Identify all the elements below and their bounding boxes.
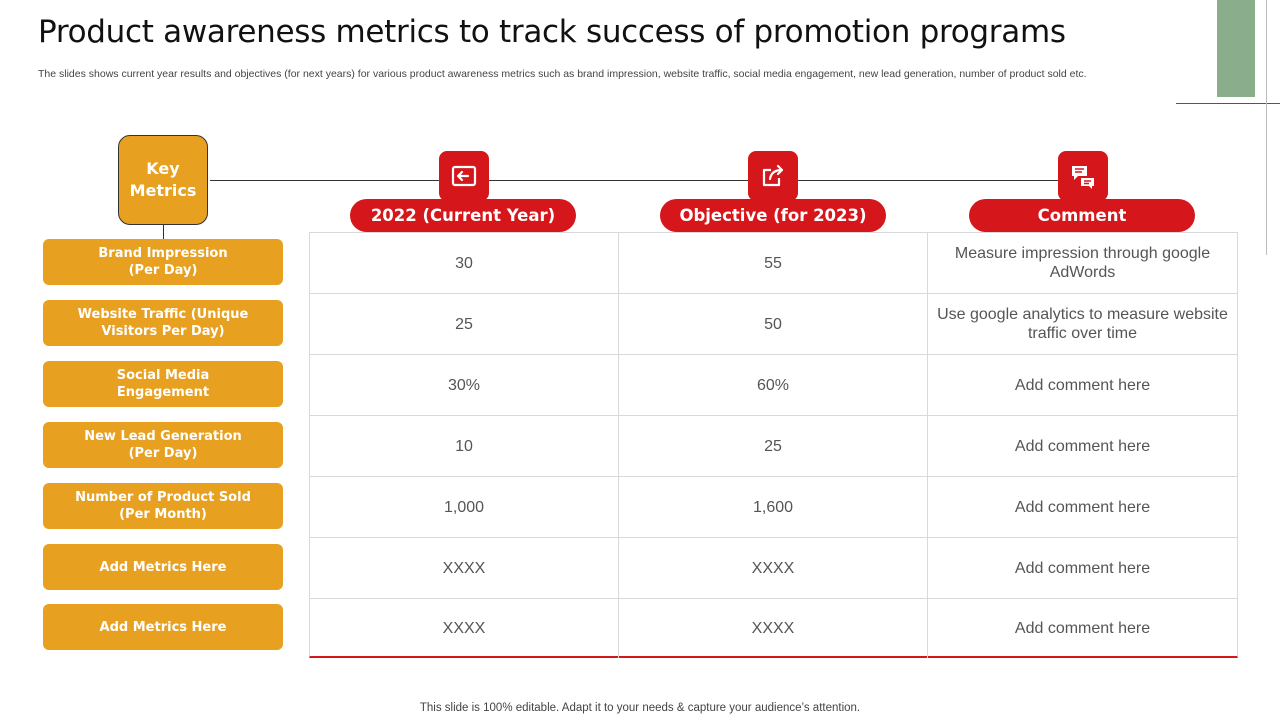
comment-text: Use google analytics to measure website … <box>937 306 1228 342</box>
connector-line <box>163 224 164 240</box>
comment-text: Add comment here <box>1014 620 1151 637</box>
current-year-value: 10 <box>310 416 619 476</box>
column-header-current-year: 2022 (Current Year) <box>350 199 576 232</box>
current-year-value: XXXX <box>310 599 619 658</box>
decorative-green-bar <box>1217 0 1255 97</box>
objective-value: XXXX <box>619 538 928 598</box>
metric-label: Number of Product Sold (Per Month) <box>43 483 283 529</box>
current-year-value: XXXX <box>310 538 619 598</box>
table-row: XXXX XXXX Add comment here <box>310 599 1237 658</box>
objective-value: 50 <box>619 294 928 354</box>
metric-label: New Lead Generation (Per Day) <box>43 422 283 468</box>
objective-value: 60% <box>619 355 928 415</box>
current-year-value: 1,000 <box>310 477 619 537</box>
table-row: 10 25 Add comment here <box>310 416 1237 477</box>
decorative-line <box>1176 103 1280 104</box>
objective-value: 1,600 <box>619 477 928 537</box>
share-arrow-icon <box>748 151 798 201</box>
metric-label: Add Metrics Here <box>43 544 283 590</box>
slide-subtitle: The slides shows current year results an… <box>38 68 1087 80</box>
key-metrics-label: Key Metrics <box>129 159 197 200</box>
current-year-value: 30% <box>310 355 619 415</box>
metric-label: Add Metrics Here <box>43 604 283 650</box>
objective-value: 55 <box>619 233 928 293</box>
comment-text: Add comment here <box>1014 376 1151 394</box>
slide-footer: This slide is 100% editable. Adapt it to… <box>419 702 861 714</box>
table-row: 30 55 Measure impression through google … <box>310 233 1237 294</box>
comment-text: Measure impression through google AdWord… <box>954 245 1211 281</box>
slide-title: Product awareness metrics to track succe… <box>38 14 1066 50</box>
table-row: 1,000 1,600 Add comment here <box>310 477 1237 538</box>
column-header-objective: Objective (for 2023) <box>660 199 886 232</box>
metric-label: Social Media Engagement <box>43 361 283 407</box>
decorative-line <box>1266 0 1267 255</box>
table-row: XXXX XXXX Add comment here <box>310 538 1237 599</box>
metric-label: Website Traffic (Unique Visitors Per Day… <box>43 300 283 346</box>
table-row: 30% 60% Add comment here <box>310 355 1237 416</box>
current-year-value: 30 <box>310 233 619 293</box>
column-header-comment: Comment <box>969 199 1195 232</box>
current-year-value: 25 <box>310 294 619 354</box>
table-row: 25 50 Use google analytics to measure we… <box>310 294 1237 355</box>
objective-value: XXXX <box>619 599 928 658</box>
comment-text: Add comment here <box>1014 559 1151 577</box>
chat-bubbles-icon <box>1058 151 1108 201</box>
key-metrics-box: Key Metrics <box>118 135 208 225</box>
connector-line <box>210 180 1084 181</box>
metric-label: Brand Impression (Per Day) <box>43 239 283 285</box>
comment-text: Add comment here <box>1014 437 1151 455</box>
metrics-table: 30 55 Measure impression through google … <box>309 232 1238 658</box>
exit-door-icon <box>439 151 489 201</box>
objective-value: 25 <box>619 416 928 476</box>
comment-text: Add comment here <box>1014 498 1151 516</box>
